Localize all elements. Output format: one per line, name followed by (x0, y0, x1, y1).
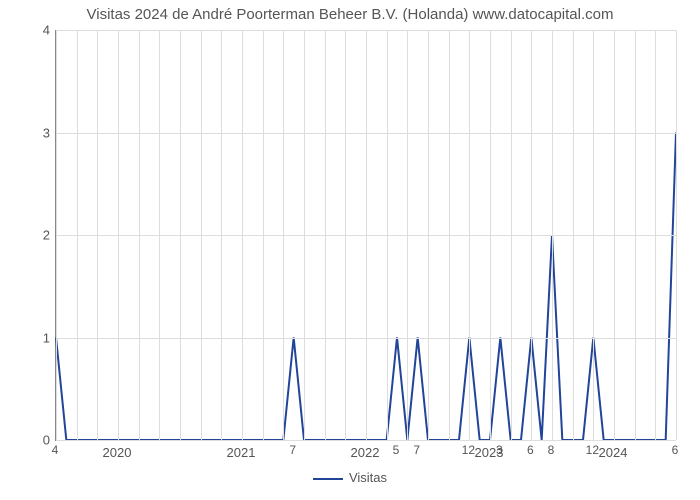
point-label: 6 (672, 443, 679, 457)
visits-chart: Visitas 2024 de André Poorterman Beheer … (0, 0, 700, 500)
point-label: 7 (289, 443, 296, 457)
y-tick-label: 2 (35, 228, 50, 243)
chart-title: Visitas 2024 de André Poorterman Beheer … (0, 6, 700, 23)
x-year-label: 2024 (599, 445, 628, 460)
h-gridline (56, 440, 676, 441)
legend-swatch (313, 478, 343, 480)
v-gridline (676, 30, 677, 440)
y-tick-label: 3 (35, 125, 50, 140)
h-gridline (56, 235, 676, 236)
point-label: 5 (393, 443, 400, 457)
x-year-label: 2020 (103, 445, 132, 460)
y-tick-label: 0 (35, 433, 50, 448)
point-label: 6 (527, 443, 534, 457)
point-label: 4 (52, 443, 59, 457)
y-tick-label: 4 (35, 23, 50, 38)
point-label: 8 (548, 443, 555, 457)
legend-label: Visitas (349, 470, 387, 485)
x-year-label: 2021 (227, 445, 256, 460)
legend: Visitas (0, 470, 700, 485)
x-year-label: 2022 (351, 445, 380, 460)
point-label: 12 (462, 443, 475, 457)
y-tick-label: 1 (35, 330, 50, 345)
h-gridline (56, 30, 676, 31)
point-label: 7 (413, 443, 420, 457)
h-gridline (56, 338, 676, 339)
point-label: 12 (586, 443, 599, 457)
h-gridline (56, 133, 676, 134)
plot-area (55, 30, 676, 441)
point-label: 3 (496, 443, 503, 457)
